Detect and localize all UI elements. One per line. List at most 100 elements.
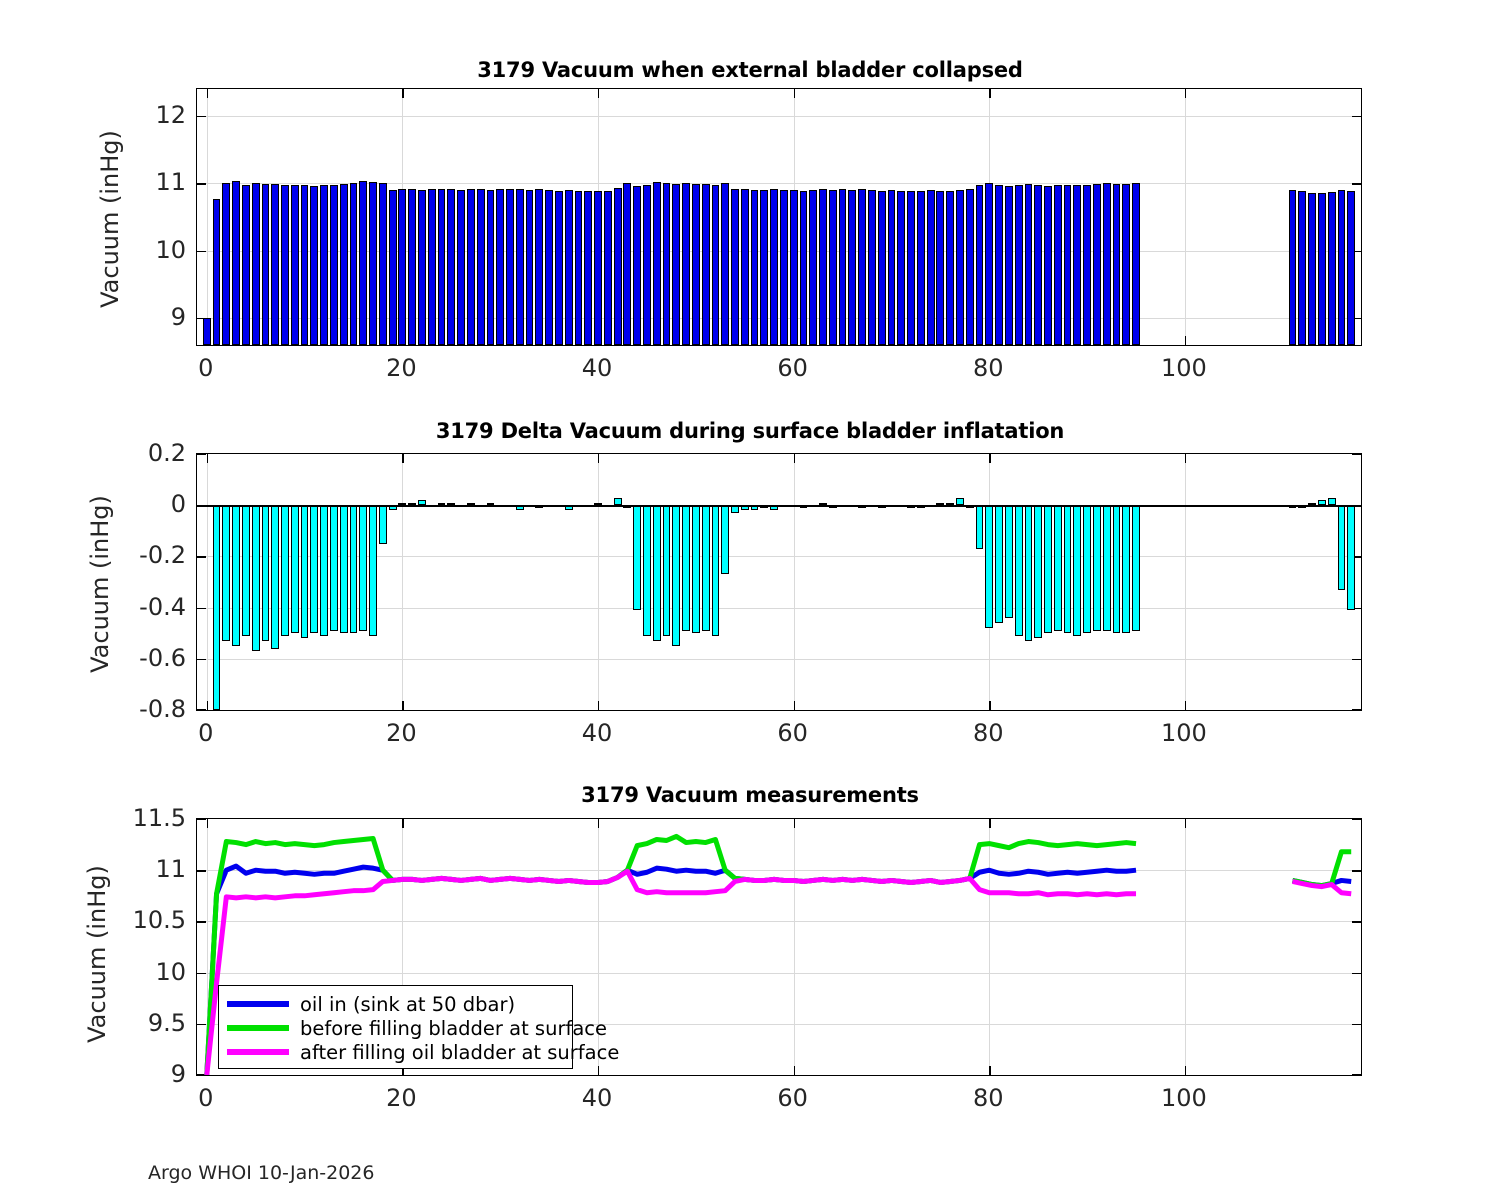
x-tick-mark [206, 89, 209, 98]
y-tick-mark [197, 709, 206, 710]
x-tick-mark [1184, 336, 1187, 345]
bar [603, 190, 612, 345]
bar [1024, 183, 1033, 345]
bar [437, 502, 446, 506]
bar [349, 505, 358, 634]
x-tick-mark [402, 819, 404, 828]
bar [232, 180, 241, 345]
bar [486, 190, 495, 345]
gridline-vertical [989, 819, 991, 1075]
y-tick-mark [197, 658, 206, 661]
bar [418, 500, 426, 506]
x-tick-mark [206, 819, 209, 828]
bar [887, 190, 896, 345]
gridline-vertical [793, 819, 795, 1075]
bar [1317, 500, 1326, 506]
bar [1083, 505, 1092, 634]
panel-1-title: 3179 Vacuum when external bladder collap… [477, 58, 1023, 82]
bar [281, 505, 289, 636]
bar [1102, 183, 1111, 345]
y-tick-label: -0.6 [139, 643, 186, 672]
bar [281, 185, 289, 345]
bar [398, 502, 407, 506]
x-tick-mark [598, 1066, 600, 1075]
bar [1053, 185, 1062, 345]
x-tick-mark [1184, 89, 1187, 98]
y-tick-label: 0.2 [147, 439, 186, 467]
x-tick-label: 60 [777, 354, 808, 382]
bar [848, 190, 857, 345]
gridline-horizontal [197, 921, 1361, 923]
bar [691, 183, 700, 345]
gridline-vertical [1184, 454, 1186, 710]
x-tick-mark [598, 89, 600, 98]
bar [1034, 505, 1043, 639]
bar [241, 505, 250, 636]
y-tick-mark [197, 115, 206, 118]
bar [1298, 191, 1307, 345]
bar [271, 505, 280, 649]
x-tick-label: 20 [386, 354, 417, 382]
x-tick-mark [793, 454, 796, 463]
bar [545, 190, 554, 345]
y-tick-label: 10.5 [132, 906, 186, 935]
gridline-horizontal [197, 658, 1361, 660]
gridline-vertical [206, 454, 208, 710]
zero-baseline [197, 505, 1361, 507]
x-tick-label: 80 [973, 719, 1004, 747]
bar [691, 505, 700, 634]
bar [633, 186, 642, 345]
legend-item: before filling bladder at surface [227, 1016, 607, 1040]
gridline-vertical [402, 454, 404, 710]
x-tick-label: 0 [198, 1084, 214, 1112]
legend-label-after-filling: after filling oil bladder at surface [300, 1040, 620, 1064]
x-tick-label: 20 [386, 719, 417, 747]
bar [1337, 505, 1346, 590]
bar [1112, 505, 1121, 634]
gridline-horizontal [197, 250, 1361, 252]
x-tick-mark [402, 89, 404, 98]
y-tick-label: 10 [155, 957, 186, 986]
bar [623, 183, 632, 345]
bar [760, 190, 769, 345]
bar [1014, 505, 1023, 636]
bar [936, 502, 945, 506]
panel-1-plot-area [196, 88, 1362, 346]
bar [946, 502, 955, 506]
bar [496, 189, 505, 345]
bar [672, 183, 681, 345]
y-tick-label: 9 [170, 303, 186, 332]
x-tick-label: 100 [1161, 354, 1207, 382]
bar [594, 191, 602, 345]
bar [711, 505, 720, 636]
y-tick-mark [197, 183, 206, 185]
y-tick-mark [1352, 709, 1361, 710]
bar [437, 188, 446, 345]
bar [672, 505, 681, 646]
bar [682, 505, 690, 631]
bar [721, 183, 730, 345]
bar [222, 183, 231, 345]
bar [555, 190, 563, 345]
bar [1044, 505, 1052, 634]
bar [447, 189, 456, 345]
gridline-horizontal [197, 115, 1361, 117]
bar [633, 505, 642, 611]
x-tick-mark [793, 819, 796, 828]
y-tick-mark [1352, 1074, 1361, 1075]
bar [1063, 184, 1072, 345]
y-tick-label: 11.5 [132, 804, 186, 832]
bar [613, 497, 622, 506]
x-tick-label: 60 [777, 1084, 808, 1112]
bar [956, 497, 964, 506]
bar [975, 184, 984, 345]
bar [476, 188, 485, 345]
bar [1092, 505, 1101, 631]
bar [515, 189, 524, 345]
bar [1327, 497, 1336, 506]
y-tick-label: 0 [170, 490, 186, 519]
bar [418, 190, 426, 345]
footer-credit: Argo WHOI 10-Jan-2026 [148, 1162, 375, 1184]
bar [1034, 184, 1043, 345]
gridline-horizontal [197, 318, 1361, 320]
